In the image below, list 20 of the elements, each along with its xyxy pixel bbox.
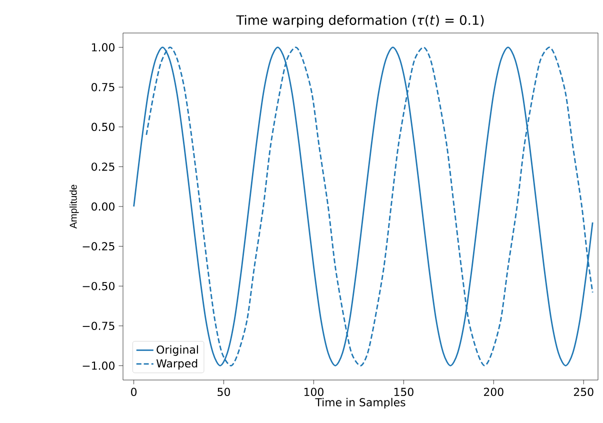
- x-tick-label: 0: [131, 388, 137, 396]
- y-tick-label: 0.25: [92, 162, 114, 171]
- y-tick-label: −0.50: [82, 282, 114, 290]
- y-axis-title: Amplitude: [70, 184, 79, 229]
- y-tick-label: −0.75: [82, 322, 114, 330]
- y-tick-label: −1.00: [82, 362, 114, 370]
- chart-title: Time warping deformation (τ(t) = 0.1): [236, 14, 484, 28]
- legend-label: Warped: [156, 359, 198, 370]
- y-tick-label: 0.75: [92, 82, 114, 92]
- x-tick-label: 200: [484, 388, 504, 396]
- y-tick-label: 0.00: [92, 202, 114, 211]
- y-tick-label: −0.25: [82, 242, 114, 250]
- x-axis-title: Time in Samples: [315, 398, 406, 409]
- y-tick-label: 0.50: [92, 122, 114, 132]
- x-tick-label: 250: [574, 388, 594, 396]
- y-tick-label: 1.00: [92, 43, 114, 52]
- x-tick-label: 150: [394, 388, 414, 396]
- legend-label: Original: [156, 345, 198, 356]
- x-tick-label: 50: [218, 388, 230, 396]
- x-tick-label: 100: [304, 388, 324, 396]
